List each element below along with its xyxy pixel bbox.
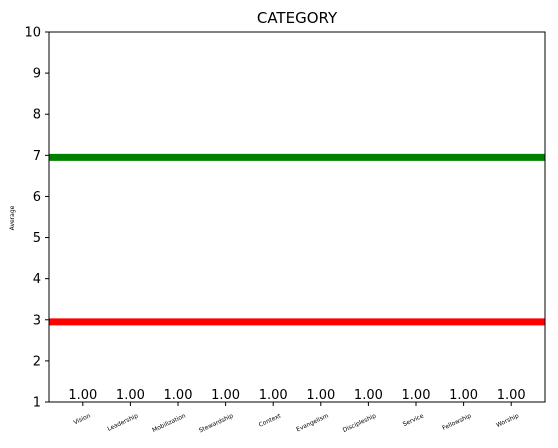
y-tick-label-9: 9: [33, 67, 41, 82]
y-tick-label-10: 10: [24, 26, 41, 41]
y-axis-label: Average: [9, 205, 16, 230]
x-tick-label-stewardship: Stewardship: [198, 412, 235, 434]
x-tick-label-vision: Vision: [72, 412, 91, 426]
data-label-fellowship: 1.00: [449, 388, 478, 403]
data-label-context: 1.00: [259, 388, 288, 403]
x-tick-label-fellowship: Fellowship: [441, 412, 472, 432]
chart-title: CATEGORY: [257, 9, 338, 27]
data-label-stewardship: 1.00: [211, 388, 240, 403]
data-label-service: 1.00: [402, 388, 431, 403]
data-label-leadership: 1.00: [116, 388, 145, 403]
y-tick-label-8: 8: [33, 108, 41, 123]
x-tick-label-service: Service: [402, 412, 425, 428]
y-tick-label-5: 5: [33, 231, 41, 246]
x-tick-label-context: Context: [258, 412, 283, 429]
x-tick-label-worship: Worship: [495, 412, 520, 429]
x-tick-label-leadership: Leadership: [106, 412, 139, 432]
data-label-worship: 1.00: [497, 388, 526, 403]
data-label-vision: 1.00: [68, 388, 97, 403]
x-tick-label-evangelism: Evangelism: [295, 412, 329, 433]
y-tick-label-1: 1: [33, 396, 41, 411]
y-tick-label-6: 6: [33, 190, 41, 205]
y-tick-label-7: 7: [33, 149, 41, 164]
axes-frame: [48, 31, 546, 403]
x-tick-label-discipleship: Discipleship: [342, 412, 378, 434]
data-label-discipleship: 1.00: [354, 388, 383, 403]
y-tick-label-2: 2: [33, 354, 41, 369]
data-label-evangelism: 1.00: [306, 388, 335, 403]
data-label-mobilization: 1.00: [164, 388, 193, 403]
x-tick-label-mobilization: Mobilization: [151, 412, 187, 434]
plot-area: 1 2 3 4 5 6 7 8 9 10 Vision 1.00 Leadership 1.00 Mobil…: [24, 26, 546, 434]
y-tick-label-4: 4: [33, 272, 41, 287]
y-tick-label-3: 3: [33, 313, 41, 328]
